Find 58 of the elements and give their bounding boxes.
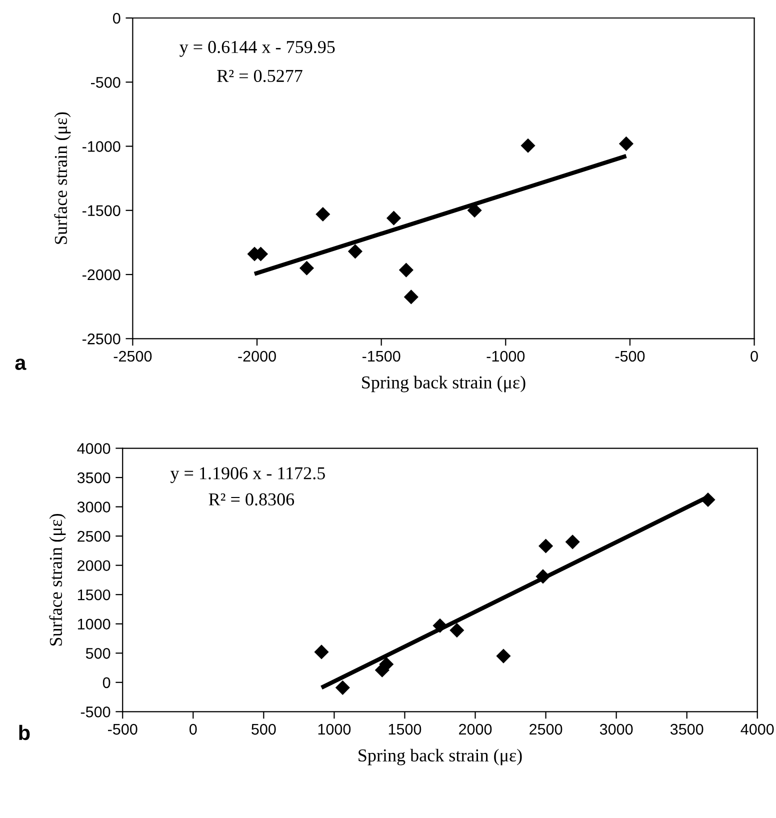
annotation: R² = 0.8306: [208, 493, 294, 506]
y-tick-label: -500: [80, 706, 110, 718]
y-tick-label: 3500: [77, 472, 110, 484]
point: [700, 492, 716, 508]
x-tick-label: 3000: [600, 724, 633, 735]
y-tick-label: 2000: [78, 560, 110, 572]
x-tick-label: 0: [750, 350, 758, 362]
y-axis-title: Surface strain (με): [54, 112, 71, 244]
x-tick-label: 2500: [530, 724, 562, 735]
y-tick-label: -2500: [82, 334, 120, 344]
text: a: [15, 358, 26, 370]
x-tick-label: -1000: [486, 350, 525, 362]
y-tick-label: 3000: [77, 502, 110, 512]
point: [432, 618, 448, 633]
point: [450, 623, 464, 638]
y-axis-title: Surface strain (με): [49, 514, 66, 646]
x-tick-label: -1500: [362, 350, 400, 362]
point: [299, 260, 314, 276]
y-tick-label: -1500: [82, 205, 120, 216]
y-tick-label: -2000: [82, 269, 120, 280]
point: [404, 290, 418, 304]
point: [386, 210, 402, 226]
y-tick-label: 0: [112, 12, 120, 24]
x-tick-label: 2000: [459, 724, 492, 735]
point: [538, 538, 554, 554]
x-tick-label: 500: [252, 724, 276, 735]
annotation: R² = 0.5277: [217, 70, 302, 82]
x-axis-title: Spring back strain (με): [358, 748, 522, 766]
point: [496, 648, 511, 664]
x-tick-label: -500: [615, 350, 645, 362]
x-tick-label: -2500: [114, 350, 152, 362]
y-tick-label: -500: [90, 76, 120, 88]
x-tick-label: -2000: [238, 350, 276, 362]
point: [565, 534, 580, 550]
y-tick-label: 2500: [78, 530, 110, 542]
x-tick-label: 3500: [670, 724, 704, 735]
point: [348, 244, 363, 259]
point: [316, 206, 330, 222]
point: [536, 569, 550, 584]
annotation: y = 0.6144 x - 759.95: [180, 40, 335, 57]
point: [314, 644, 329, 660]
point: [335, 680, 350, 695]
x-tick-label: 0: [189, 724, 197, 735]
y-tick-label: 1000: [78, 618, 110, 630]
y-tick-label: 1500: [78, 589, 110, 600]
y-tick-label: 4000: [77, 443, 110, 454]
x-tick-label: 1000: [318, 724, 351, 735]
y-tick-label: 0: [102, 677, 110, 688]
x-axis-title: Spring back strain (με): [362, 376, 526, 392]
text: b: [19, 724, 30, 740]
x-tick-label: 1500: [388, 724, 422, 735]
y-tick-label: 500: [86, 648, 110, 659]
x-tick-label: 4000: [740, 724, 774, 735]
point: [398, 262, 414, 278]
y-tick-label: -1000: [82, 141, 120, 152]
point: [618, 136, 634, 151]
point: [520, 138, 536, 153]
annotation: y = 1.1906 x - 1172.5: [170, 467, 325, 484]
